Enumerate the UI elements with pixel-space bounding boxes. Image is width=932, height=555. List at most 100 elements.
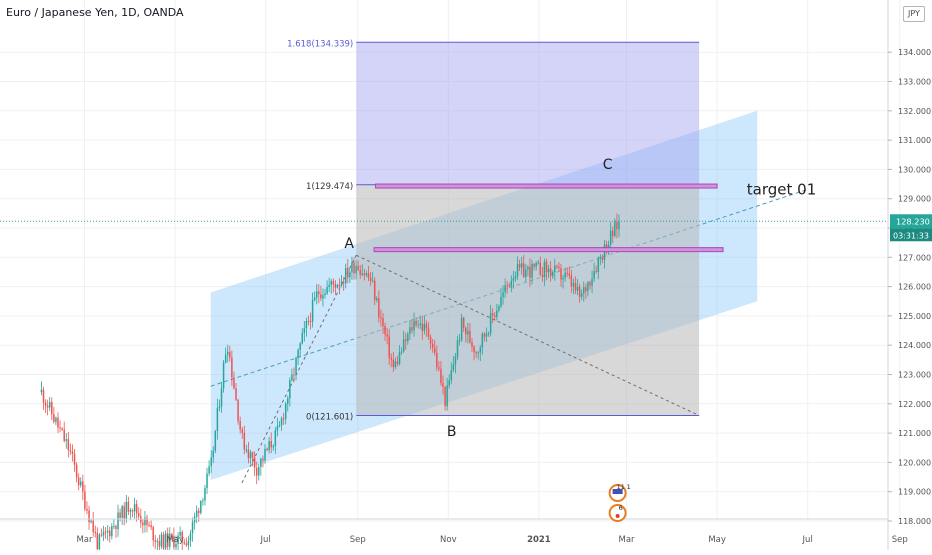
label-a: A [344,236,354,252]
candle-body [98,534,101,550]
candle-body [458,340,461,342]
candle-body [556,265,558,267]
candle-body [477,352,479,354]
candle-body [353,262,355,274]
candle-body [554,265,556,273]
candle-body [547,268,550,273]
candle-body [247,449,250,459]
event-count-2: 6 [619,504,623,512]
candle-body [243,432,246,450]
candle-body [450,370,453,381]
candle-body [541,274,544,277]
candle-body [405,339,407,342]
candle-body [152,527,154,541]
candle-body [355,265,357,274]
candle-body [127,501,130,512]
candle-body [462,317,465,328]
candle-body [390,357,393,360]
candle-body [198,510,200,513]
candle-body [578,286,581,297]
fib-upper-zone [356,42,700,185]
candle-body [551,272,554,277]
candle-body [293,374,295,376]
candle-body [92,520,94,532]
candle-body [73,453,76,465]
candle-body [251,452,254,458]
countdown-badge [890,228,932,242]
event-count-1b: 1 [627,483,631,491]
candle-body [460,317,463,341]
candle-body [589,282,591,286]
candle-body [473,346,475,353]
candle-body [467,330,469,335]
candle-body [520,263,523,268]
fibonacci-extension[interactable]: 1.618(134.339) 1(129.474) 0(121.601) [287,39,700,422]
candle-body [442,383,444,387]
candle-body [309,321,312,323]
candle-body [469,330,471,343]
currency-badge[interactable]: JPY [903,6,925,22]
candle-body [303,328,306,333]
candle-body [419,323,421,325]
candle-body [224,354,227,363]
candle-body [158,541,161,547]
candle-body [69,450,72,452]
event-icons[interactable]: 11 1 6 [608,483,631,522]
price-tick-label: 127.000 [898,253,931,262]
candle-body [210,457,212,467]
candle-body [189,533,192,541]
candle-body [380,317,382,319]
candle-body [388,336,390,358]
candle-body [313,297,316,300]
candle-body [287,398,289,404]
candle-body [171,533,173,537]
time-axis[interactable]: Mar May Jul Sep Nov 2021 Mar May Jul Sep [0,518,908,545]
trend-lines[interactable] [241,254,700,484]
candle-body [169,533,171,547]
candle-body [253,457,256,468]
time-tick-label: May [708,535,726,545]
price-tick-label: 134.000 [898,48,931,57]
candle-body [392,359,395,368]
candle-body [113,526,115,528]
candle-body [539,262,542,275]
candle-body [481,333,484,348]
candle-body [361,273,364,275]
candle-body [212,450,214,458]
overlay-drawings[interactable] [0,183,888,253]
candle-body [255,467,258,476]
candle-body [42,389,45,403]
candle-body [218,406,221,408]
symbol-title: Euro / Japanese Yen, 1D, OANDA [6,6,184,19]
label-c: C [603,157,613,173]
candle-body [115,526,117,530]
candle-body [179,531,181,536]
candle-body [423,323,426,331]
candle-body [454,356,457,365]
candle-body [369,277,372,281]
price-tick-label: 133.000 [898,78,931,87]
candle-body [359,269,361,275]
time-tick-label: Sep [350,535,366,545]
candle-body [233,377,235,389]
candle-body [506,285,508,287]
candle-body [274,430,277,446]
candle-body [580,293,583,297]
candle-body [485,333,488,337]
candle-body [373,280,376,301]
candle-body [177,535,179,544]
candle-body [154,540,157,542]
candle-body [235,388,237,400]
candle-body [264,448,266,461]
candle-body [135,504,138,514]
price-axis[interactable]: 118.000 119.000 120.000 121.000 122.000 123.0… [887,0,932,550]
candle-body [407,333,409,342]
candle-body [258,466,260,476]
candle-body [272,445,275,448]
price-tick-label: 118.000 [898,517,931,526]
candle-body [440,368,442,384]
time-tick-label: May [166,535,184,545]
candle-body [433,347,436,353]
